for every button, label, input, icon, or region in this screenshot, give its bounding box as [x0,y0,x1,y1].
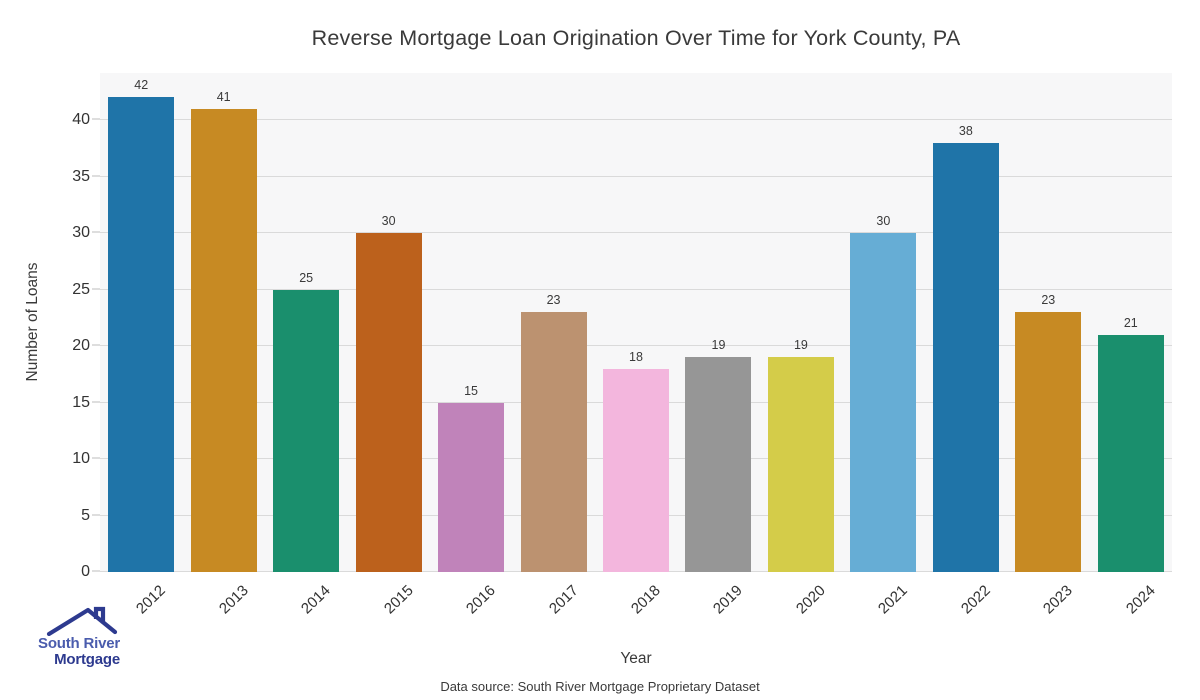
bar-value-label: 42 [134,78,149,93]
bar-2022 [932,142,999,572]
y-tick-label: 30 [72,224,90,241]
bar-value-label: 23 [546,293,561,308]
bar-value-label: 23 [1041,293,1056,308]
y-tick-mark [92,457,100,459]
house-roof-icon [46,606,118,636]
x-tick-label: 2023 [1040,582,1077,618]
bar-2021 [850,233,917,572]
y-tick-mark [92,570,100,572]
x-tick-label: 2015 [380,582,417,618]
logo-text-line1: South River [38,635,120,652]
x-tick-label: 2014 [298,582,334,618]
data-source-note: Data source: South River Mortgage Propri… [440,679,760,694]
bar-2015 [355,233,422,572]
logo: South River Mortgage [20,606,120,668]
y-tick-mark [92,231,100,233]
x-tick-label: 2016 [463,582,499,618]
y-tick-label: 10 [72,450,90,467]
gridline [100,345,1172,346]
bar-2017 [520,312,587,572]
y-tick-mark [92,174,100,177]
y-tick-mark [92,513,100,516]
x-tick-label: 2017 [545,582,582,618]
y-tick-label: 5 [81,506,90,524]
bar-2018 [603,368,669,572]
bar-2014 [273,289,340,572]
bar-2019 [685,357,752,572]
y-tick-label: 0 [81,563,90,580]
x-tick-label: 2021 [875,582,912,618]
y-tick-label: 40 [72,111,90,128]
x-tick-label: 2018 [627,582,664,618]
y-tick-mark [92,344,100,346]
x-tick-label: 2012 [133,582,170,618]
bar-value-label: 19 [793,338,808,353]
x-tick-label: 2019 [710,582,747,618]
bar-value-label: 25 [299,270,314,285]
bar-value-label: 19 [711,338,726,353]
x-tick-label: 2022 [957,582,994,618]
x-tick-label: 2024 [1122,582,1159,618]
x-tick-label: 2020 [792,582,829,618]
x-tick-label: 2013 [215,582,252,618]
plot-area: 42 41 25 30 15 23 18 19 19 30 38 23 21 [92,73,1172,572]
bar-value-label: 18 [629,349,643,364]
y-tick-label: 35 [72,167,90,185]
gridline [100,175,1172,177]
bar-2013 [190,108,257,572]
y-tick-mark [92,400,100,403]
bar-2023 [1015,312,1082,572]
bar-2016 [438,402,505,572]
bar-2024 [1097,334,1164,572]
bar-2020 [767,357,834,572]
bar-value-label: 30 [381,214,396,228]
bar-value-label: 30 [876,214,891,228]
bar-value-label: 41 [216,89,231,104]
bar-value-label: 38 [958,123,973,138]
chart-title: Reverse Mortgage Loan Origination Over T… [311,26,961,50]
gridline [100,288,1172,290]
logo-text-line2: Mortgage [54,651,120,668]
x-axis-label: Year [620,650,652,667]
bar-value-label: 21 [1123,315,1138,330]
y-tick-mark [92,118,100,120]
y-tick-label: 25 [72,280,90,298]
bar-2012 [108,97,175,572]
bar-value-label: 15 [464,383,479,398]
y-tick-label: 20 [72,337,90,354]
gridline [100,232,1172,233]
y-tick-label: 15 [72,393,90,411]
gridline [100,119,1172,120]
y-tick-mark [92,287,100,290]
